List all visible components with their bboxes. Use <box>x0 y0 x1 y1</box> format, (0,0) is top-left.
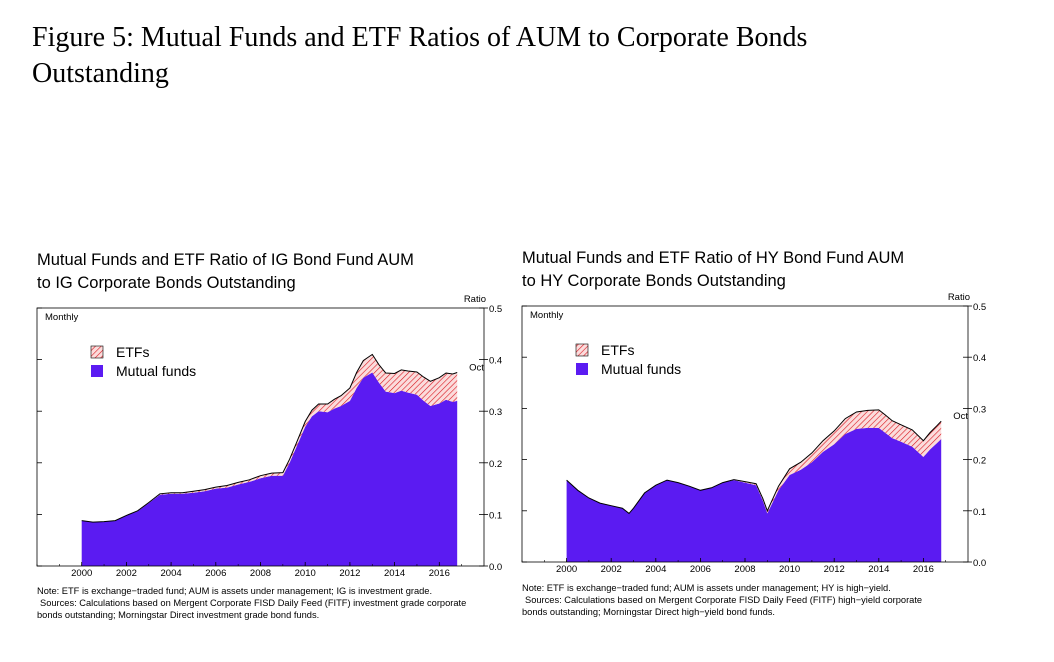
figure-title-line2: Outstanding <box>32 58 169 89</box>
figure-title-line1: Figure 5: Mutual Funds and ETF Ratios of… <box>32 22 808 53</box>
ig-xtick-label: 2002 <box>116 568 137 579</box>
ig-mutual-funds-area <box>81 372 458 566</box>
hy-title-line2: to HY Corporate Bonds Outstanding <box>522 272 786 290</box>
ig-title-line1: Mutual Funds and ETF Ratio of IG Bond Fu… <box>37 251 414 269</box>
hy-note-line1: Note: ETF is exchange−traded fund; AUM i… <box>522 583 891 593</box>
ig-title-line2: to IG Corporate Bonds Outstanding <box>37 274 296 292</box>
ig-ytick-label: 0.0 <box>489 562 502 573</box>
ig-legend-etf-label: ETFs <box>116 344 149 360</box>
ig-xtick-label: 2016 <box>429 568 450 579</box>
ig-xtick-label: 2004 <box>161 568 182 579</box>
ig-ytick-label: 0.4 <box>489 356 502 367</box>
ig-chart-note: Note: ETF is exchange−traded fund; AUM i… <box>37 585 537 621</box>
ig-xtick-label: 2000 <box>71 568 92 579</box>
hy-note-line2: Sources: Calculations based on Mergent C… <box>525 595 923 605</box>
ig-note-line1: Note: ETF is exchange−traded fund; AUM i… <box>37 586 433 596</box>
ig-xtick-label: 2012 <box>339 568 360 579</box>
ig-ytick-label: 0.2 <box>489 459 502 470</box>
ig-note-line3: bonds outstanding; Morningstar Direct in… <box>37 610 320 620</box>
ig-xtick-label: 2008 <box>250 568 271 579</box>
hy-title-line1: Mutual Funds and ETF Ratio of HY Bond Fu… <box>522 249 905 267</box>
ig-ytick-label: 0.3 <box>489 407 502 418</box>
ig-chart-title: Mutual Funds and ETF Ratio of IG Bond Fu… <box>37 249 507 295</box>
figure-title: Figure 5: Mutual Funds and ETF Ratios of… <box>32 20 1012 92</box>
ig-legend-mutual-funds-label: Mutual funds <box>116 363 196 379</box>
hy-chart-note: Note: ETF is exchange−traded fund; AUM i… <box>522 582 1022 618</box>
hy-note-line3: bonds outstanding; Morningstar Direct hi… <box>522 607 775 617</box>
ig-ylabel: Ratio <box>464 294 486 305</box>
ig-note-line2: Sources: Calculations based on Mergent C… <box>40 598 467 608</box>
ig-ytick-label: 0.5 <box>489 304 502 315</box>
ig-legend-mutual-funds-swatch <box>91 365 103 377</box>
ig-xtick-label: 2010 <box>295 568 316 579</box>
ig-frequency-label: Monthly <box>45 312 79 323</box>
ig-total-outline <box>81 353 458 523</box>
ig-end-label: Oct <box>469 363 484 374</box>
ig-ytick-label: 0.1 <box>489 510 502 521</box>
ig-legend-etf-swatch <box>90 345 104 359</box>
ig-xtick-label: 2006 <box>205 568 226 579</box>
ig-xtick-label: 2014 <box>384 568 405 579</box>
hy-chart-title: Mutual Funds and ETF Ratio of HY Bond Fu… <box>522 247 992 293</box>
